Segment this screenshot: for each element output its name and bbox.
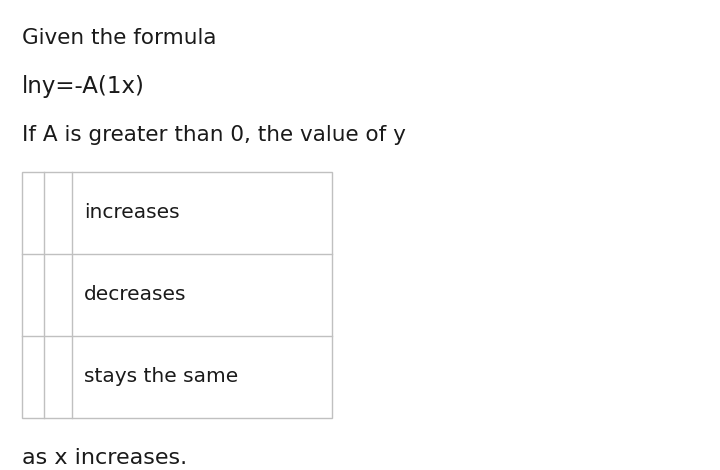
Text: decreases: decreases [84,285,186,305]
Text: Given the formula: Given the formula [22,28,217,48]
Text: If A is greater than 0, the value of y: If A is greater than 0, the value of y [22,125,406,145]
Text: lny=-A(1x): lny=-A(1x) [22,75,145,98]
Bar [22,172,332,418]
Text: stays the same: stays the same [84,368,238,386]
Text: increases: increases [84,204,179,222]
Text: as x increases.: as x increases. [22,448,187,468]
